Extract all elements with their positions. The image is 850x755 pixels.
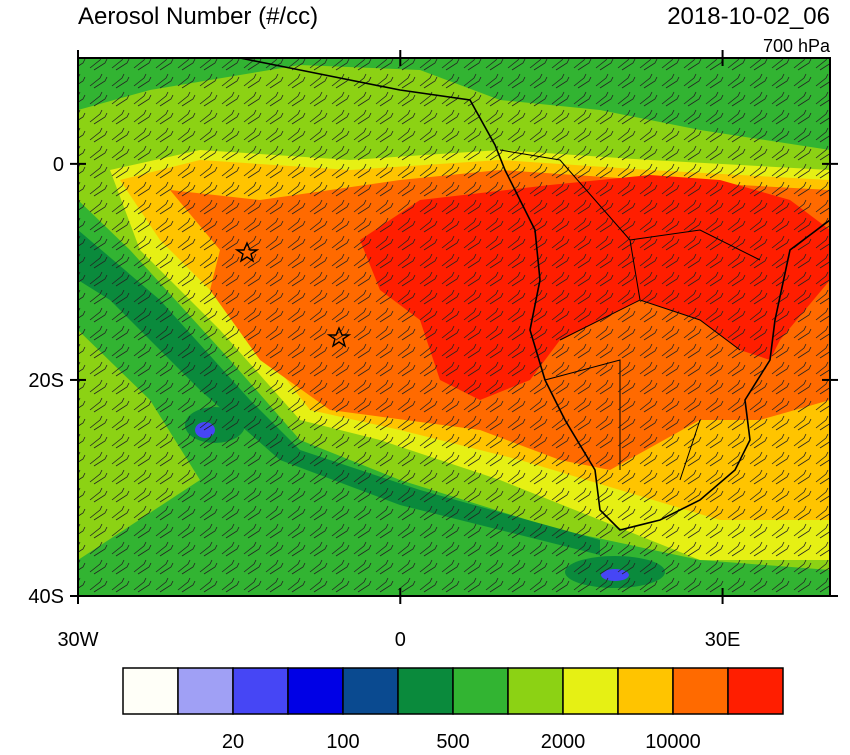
colorbar-box	[727, 667, 784, 715]
colorbar-box	[232, 667, 289, 715]
title: Aerosol Number (#/cc)	[78, 3, 318, 30]
colorbar-box	[397, 667, 454, 715]
map-field	[78, 58, 830, 596]
map-frame	[77, 57, 831, 597]
colorbar-box	[562, 667, 619, 715]
lon-label: 30W	[57, 629, 98, 651]
colorbar-box	[342, 667, 399, 715]
colorbar-label: 10000	[645, 731, 701, 750]
lon-label: 30E	[705, 629, 741, 651]
colorbar: 20 100 500 2000 10000	[122, 667, 784, 753]
colorbar-box	[617, 667, 674, 715]
lat-label: 20S	[28, 370, 64, 392]
colorbar-label: 500	[436, 731, 469, 750]
colorbar-box	[672, 667, 729, 715]
colorbar-label: 20	[222, 731, 244, 750]
colorbar-box	[122, 667, 179, 715]
time: 2018-10-02_06	[667, 3, 830, 30]
colorbar-box	[452, 667, 509, 715]
lat-label: 40S	[28, 586, 64, 608]
lon-label: 0	[395, 629, 406, 651]
colorbar-box	[287, 667, 344, 715]
colorbar-label: 100	[326, 731, 359, 750]
level: 700 hPa	[763, 36, 831, 56]
colorbar-box	[177, 667, 234, 715]
lat-label: 0	[53, 154, 64, 176]
colorbar-box	[507, 667, 564, 715]
colorbar-label: 2000	[541, 731, 586, 750]
